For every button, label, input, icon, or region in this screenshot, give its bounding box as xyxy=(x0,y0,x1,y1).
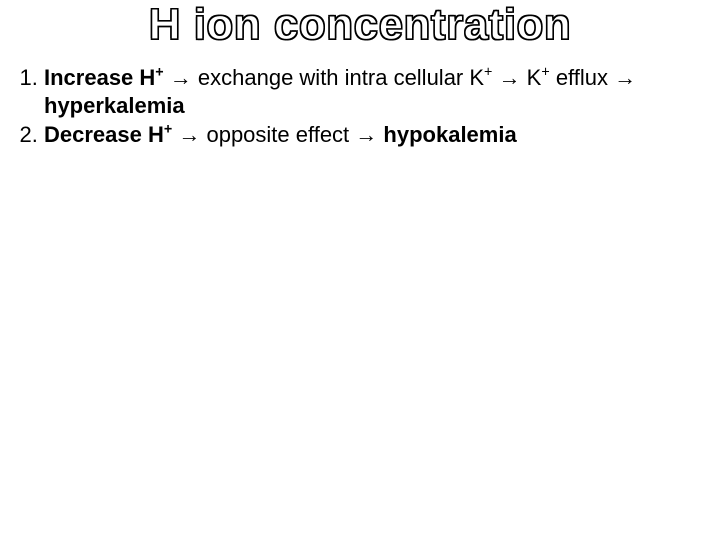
p2-tail-bold-text: hypokalemia xyxy=(383,122,516,147)
p1-tail-bold-text: hyperkalemia xyxy=(44,93,185,118)
p2-tail-bold: hypokalemia xyxy=(383,122,516,147)
p1-mid-sup-2: + xyxy=(541,65,549,81)
p2-arrow-2: → xyxy=(355,122,377,147)
slide: H ion concentration Increase H+ → exchan… xyxy=(0,0,720,540)
p2-arrow-1: → xyxy=(178,122,200,147)
points-list: Increase H+ → exchange with intra cellul… xyxy=(14,64,706,149)
p1-mid-1: exchange with intra cellular K xyxy=(192,65,484,90)
point-2: Decrease H+ → opposite effect → hypokale… xyxy=(44,121,706,149)
p1-lead-sup: + xyxy=(155,65,163,81)
slide-title: H ion concentration xyxy=(0,0,720,48)
p1-lead-bold: Increase H xyxy=(44,65,155,90)
p2-lead-bold: Decrease H xyxy=(44,122,164,147)
p1-arrow-3: → xyxy=(614,65,636,90)
p1-mid-2: K xyxy=(521,65,542,90)
slide-body: Increase H+ → exchange with intra cellul… xyxy=(0,48,720,149)
point-1: Increase H+ → exchange with intra cellul… xyxy=(44,64,706,119)
p1-arrow-2: → xyxy=(499,65,521,90)
p1-tail-plain: efflux xyxy=(556,65,614,90)
p1-tail-bold: hyperkalemia xyxy=(44,93,185,118)
p1-mid-sup-1: + xyxy=(484,65,492,81)
p1-arrow-1: → xyxy=(170,65,192,90)
p2-lead-sup: + xyxy=(164,122,172,138)
p2-mid-1: opposite effect xyxy=(200,122,355,147)
